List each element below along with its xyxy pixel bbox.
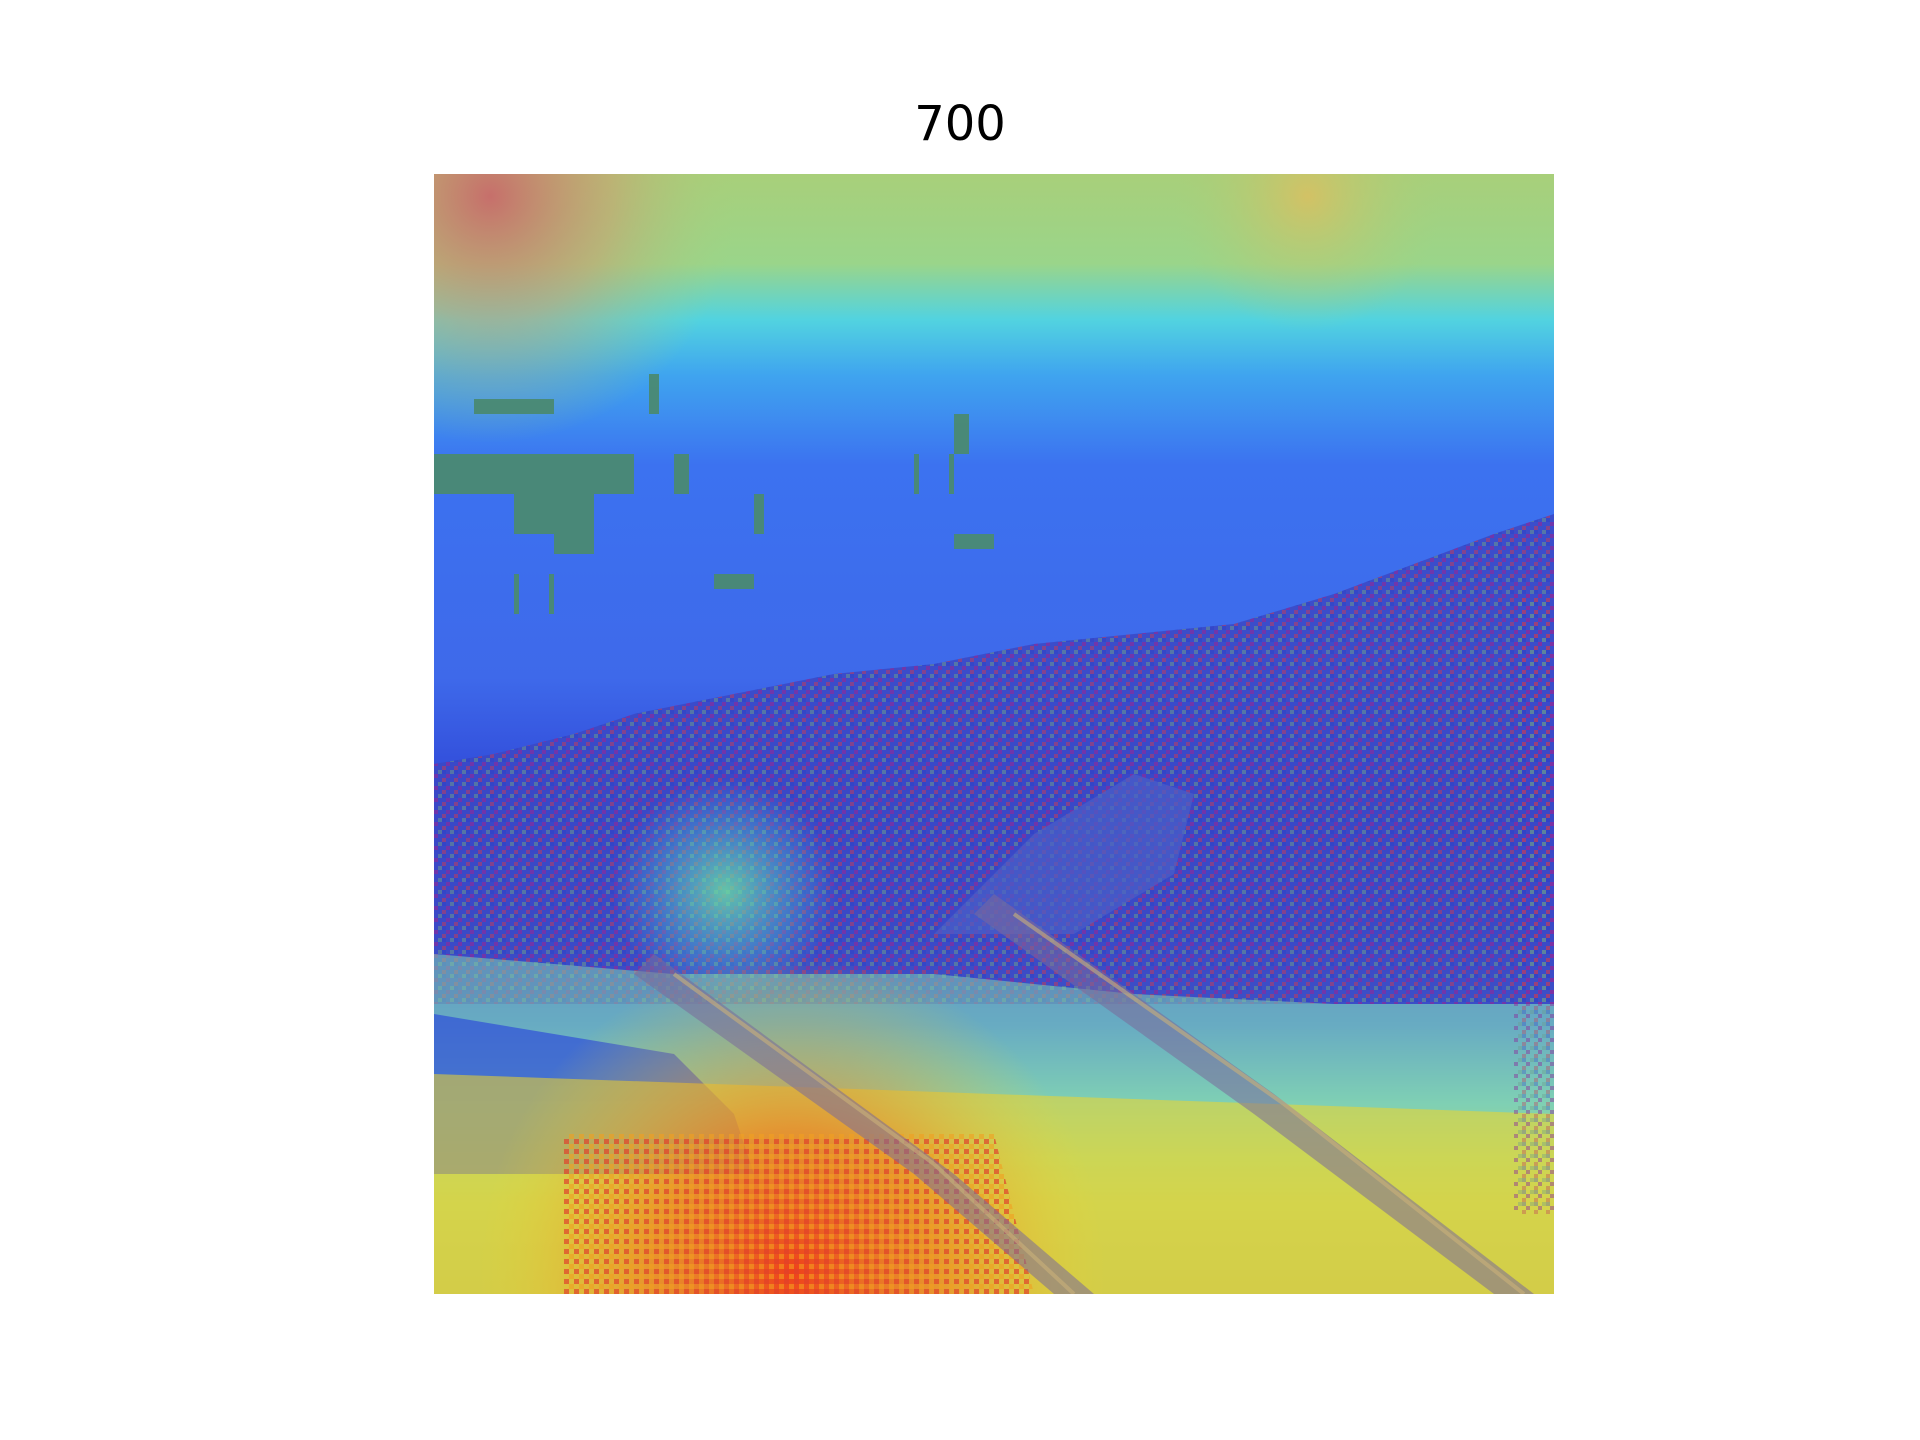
heatmap-overlay-svg [434, 174, 1554, 1294]
heatmap-image [434, 174, 1554, 1294]
figure-title: 700 [914, 96, 1006, 152]
